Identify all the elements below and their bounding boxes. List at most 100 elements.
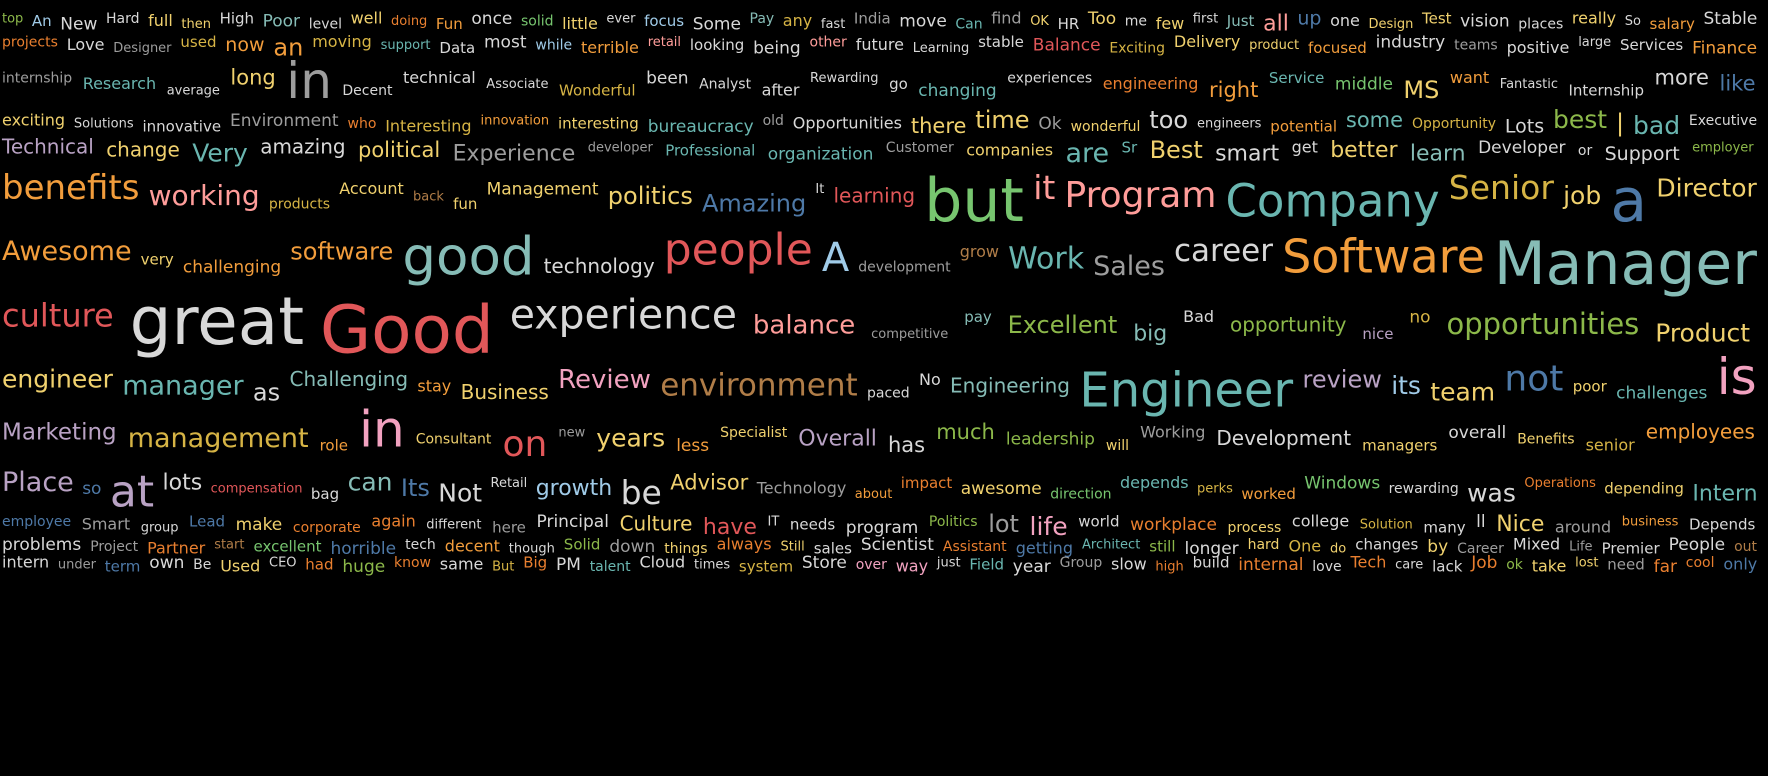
- word-while-53: while: [535, 38, 572, 54]
- word-know-333: know: [394, 555, 431, 571]
- word-in-77: in: [286, 52, 332, 110]
- word-overall-232: overall: [1448, 423, 1506, 443]
- word-associate-80: Associate: [486, 77, 548, 92]
- word-go-86: go: [889, 75, 908, 93]
- word-want-94: want: [1450, 68, 1489, 87]
- word-tech-354: Tech: [1350, 552, 1387, 571]
- word-change-125: change: [106, 138, 180, 162]
- word-engineering-205: Engineering: [950, 373, 1070, 397]
- word-depends-291: Depends: [1689, 516, 1756, 534]
- word-products-148: products: [269, 197, 330, 213]
- word-pay-18: Pay: [750, 11, 775, 27]
- word-still-311: still: [1149, 538, 1175, 556]
- word-poor-7: Poor: [263, 12, 300, 32]
- word-always-304: always: [717, 534, 772, 553]
- word-no-192: no: [1409, 308, 1430, 328]
- word-hr-26: HR: [1058, 15, 1080, 33]
- word-technology-249: Technology: [756, 478, 847, 497]
- word-future-59: future: [856, 35, 904, 54]
- word-experiences-88: experiences: [1007, 70, 1092, 86]
- word-executive-123: Executive: [1689, 113, 1757, 129]
- word-solid-301: Solid: [564, 535, 601, 553]
- word-bag-241: bag: [311, 485, 339, 503]
- word-politics-153: politics: [608, 182, 693, 210]
- word-working-229: Working: [1140, 423, 1205, 442]
- word-other-58: other: [810, 35, 848, 51]
- word-have-274: have: [703, 515, 757, 540]
- word-top-0: top: [2, 11, 23, 26]
- word-challenges-212: challenges: [1616, 383, 1707, 403]
- word-focused-66: focused: [1308, 39, 1367, 57]
- word-exciting-63: Exciting: [1109, 41, 1165, 57]
- word-ll-287: ll: [1476, 512, 1485, 532]
- word-terrible-54: terrible: [581, 38, 639, 57]
- word-first-30: first: [1193, 11, 1218, 26]
- word-large-70: large: [1578, 35, 1611, 50]
- word-professional-131: Professional: [665, 142, 755, 160]
- word-better-140: better: [1330, 138, 1398, 163]
- word-make-267: make: [236, 515, 283, 535]
- word-india-21: India: [854, 9, 891, 27]
- word-store-342: Store: [802, 553, 847, 573]
- word-moving-49: moving: [312, 32, 372, 51]
- word-technology-170: technology: [544, 254, 655, 278]
- word-developer-130: developer: [588, 140, 654, 155]
- word-middle-92: middle: [1335, 75, 1393, 95]
- word-internal-352: internal: [1238, 555, 1303, 575]
- word-design-35: Design: [1369, 17, 1414, 32]
- word-bureaucracy-107: bureaucracy: [648, 117, 754, 137]
- word---121: |: [1616, 109, 1624, 137]
- word-any-19: any: [783, 11, 812, 30]
- word-life-320: Life: [1569, 540, 1592, 555]
- word-amazing-154: Amazing: [702, 190, 806, 218]
- word-much-226: much: [936, 420, 995, 444]
- word-pm-337: PM: [556, 555, 581, 575]
- word-career-318: Career: [1457, 541, 1504, 557]
- word-tech-298: tech: [405, 537, 436, 553]
- word-bad-122: bad: [1633, 111, 1680, 140]
- word-company-160: Company: [1226, 175, 1440, 228]
- word-employee-263: employee: [2, 514, 71, 530]
- word-paced-203: paced: [867, 385, 910, 401]
- word-development-173: development: [858, 260, 951, 276]
- word-innovation-105: innovation: [481, 113, 550, 128]
- word-be-247: be: [621, 473, 662, 512]
- word-analyst-83: Analyst: [699, 77, 751, 93]
- word-interesting-106: interesting: [558, 114, 639, 132]
- word-solution-285: Solution: [1360, 518, 1413, 533]
- word-used-329: Used: [220, 557, 260, 576]
- word-some-17: Some: [693, 14, 741, 34]
- word-perks-255: perks: [1197, 481, 1233, 496]
- word-support-144: Support: [1605, 143, 1680, 165]
- word-build-351: build: [1193, 553, 1230, 571]
- word-do-315: do: [1330, 542, 1346, 557]
- word-about-250: about: [855, 487, 893, 502]
- word-over-343: over: [856, 557, 887, 573]
- word-manager-196: manager: [122, 370, 244, 401]
- word-review-201: Review: [558, 365, 651, 395]
- word-senior-161: Senior: [1449, 168, 1555, 207]
- word-hard-3: Hard: [106, 11, 140, 27]
- word-role-216: role: [320, 436, 348, 454]
- word-are-135: are: [1066, 138, 1110, 169]
- word-developer-142: Developer: [1478, 138, 1565, 158]
- word-its-243: Its: [401, 474, 430, 502]
- word-it-155: It: [815, 182, 824, 197]
- word-on-219: on: [503, 424, 548, 465]
- word-will-228: will: [1106, 438, 1129, 454]
- word-internship-96: Internship: [1569, 81, 1644, 99]
- word-cloud-words: top An New Hard full then High Poor level well doi…: [1, 7, 1758, 577]
- word-or-143: or: [1578, 143, 1593, 159]
- word-marketing-214: Marketing: [2, 420, 117, 446]
- word-balance-62: Balance: [1033, 36, 1101, 56]
- word-best-120: best: [1553, 105, 1607, 134]
- word-solid-13: solid: [521, 14, 554, 30]
- word-awesome-165: Awesome: [2, 236, 132, 267]
- word-retail-55: retail: [648, 35, 681, 50]
- word-work-175: Work: [1008, 241, 1085, 276]
- word-stable-61: stable: [978, 33, 1024, 51]
- word-direction-253: direction: [1050, 486, 1111, 502]
- word-wonderful-113: wonderful: [1071, 119, 1141, 135]
- word-getting-309: getting: [1016, 539, 1073, 558]
